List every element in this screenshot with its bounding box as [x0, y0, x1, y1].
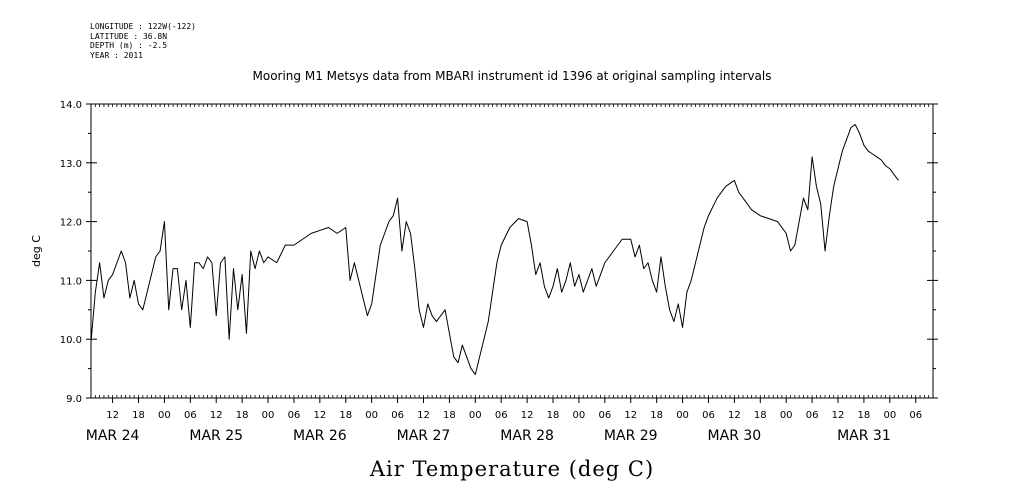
x-tick-label: 06 — [288, 410, 301, 421]
x-tick-label: 00 — [883, 410, 896, 421]
y-tick-label: 11.0 — [60, 276, 82, 287]
series-group — [90, 124, 899, 375]
x-tick-label: 06 — [909, 410, 922, 421]
x-tick-label: 18 — [650, 410, 663, 421]
x-tick-label: 06 — [806, 410, 819, 421]
meta-latitude: LATITUDE : 36.8N — [90, 31, 168, 41]
x-tick-label: 00 — [158, 410, 171, 421]
x-day-label: MAR 25 — [189, 428, 243, 444]
x-tick-label: 00 — [573, 410, 586, 421]
x-tick-label: 06 — [702, 410, 715, 421]
y-tick-label: 13.0 — [60, 159, 82, 170]
x-day-label: MAR 30 — [708, 428, 762, 444]
x-day-label: MAR 24 — [86, 428, 140, 444]
x-tick-label: 00 — [780, 410, 793, 421]
y-tick-label: 12.0 — [60, 218, 82, 229]
y-axis-label: deg C — [30, 235, 43, 267]
x-tick-label: 12 — [417, 410, 430, 421]
x-tick-label: 12 — [521, 410, 534, 421]
x-tick-label: 06 — [184, 410, 197, 421]
meta-year: YEAR : 2011 — [90, 50, 143, 60]
x-day-label: MAR 26 — [293, 428, 347, 444]
x-day-label: MAR 29 — [604, 428, 658, 444]
x-tick-label: 06 — [495, 410, 508, 421]
meta-longitude: LONGITUDE : 122W(-122) — [90, 22, 196, 31]
plot-frame — [90, 103, 934, 399]
x-tick-label: 06 — [391, 410, 404, 421]
x-tick-label: 00 — [365, 410, 378, 421]
x-tick-label: 12 — [106, 410, 119, 421]
x-tick-label: 18 — [236, 410, 249, 421]
x-day-label: MAR 31 — [837, 428, 891, 444]
x-tick-label: 18 — [132, 410, 145, 421]
x-tick-label: 12 — [728, 410, 741, 421]
x-tick-label: 18 — [547, 410, 560, 421]
metadata-block: LONGITUDE : 122W(-122) LATITUDE : 36.8N … — [90, 22, 196, 60]
x-tick-label: 18 — [339, 410, 352, 421]
x-tick-label: 00 — [469, 410, 482, 421]
chart-title: Mooring M1 Metsys data from MBARI instru… — [253, 69, 772, 83]
x-tick-label: 12 — [624, 410, 637, 421]
x-tick-label: 18 — [443, 410, 456, 421]
x-tick-label: 12 — [210, 410, 223, 421]
x-tick-label: 12 — [313, 410, 326, 421]
x-axis-title: Air Temperature (deg C) — [369, 457, 654, 481]
y-tick-label: 14.0 — [60, 100, 82, 111]
x-axis: 12 18 00 06 12 18 00 06 12 18 00 06 12 18 00 06 12 18 00 06… — [86, 104, 934, 444]
x-day-label: MAR 27 — [397, 428, 451, 444]
x-tick-label: 00 — [676, 410, 689, 421]
meta-depth: DEPTH (m) : -2.5 — [90, 41, 168, 50]
y-tick-label: 9.0 — [66, 394, 82, 405]
x-tick-label: 06 — [598, 410, 611, 421]
x-tick-label: 12 — [832, 410, 845, 421]
x-tick-label: 18 — [754, 410, 767, 421]
x-tick-label: 18 — [858, 410, 871, 421]
series-line — [90, 124, 899, 375]
x-tick-label: 00 — [262, 410, 275, 421]
x-day-label: MAR 28 — [500, 428, 554, 444]
y-axis: 9.0 10.0 11.0 12.0 13.0 14.0 — [60, 100, 938, 405]
y-tick-label: 10.0 — [60, 335, 82, 346]
